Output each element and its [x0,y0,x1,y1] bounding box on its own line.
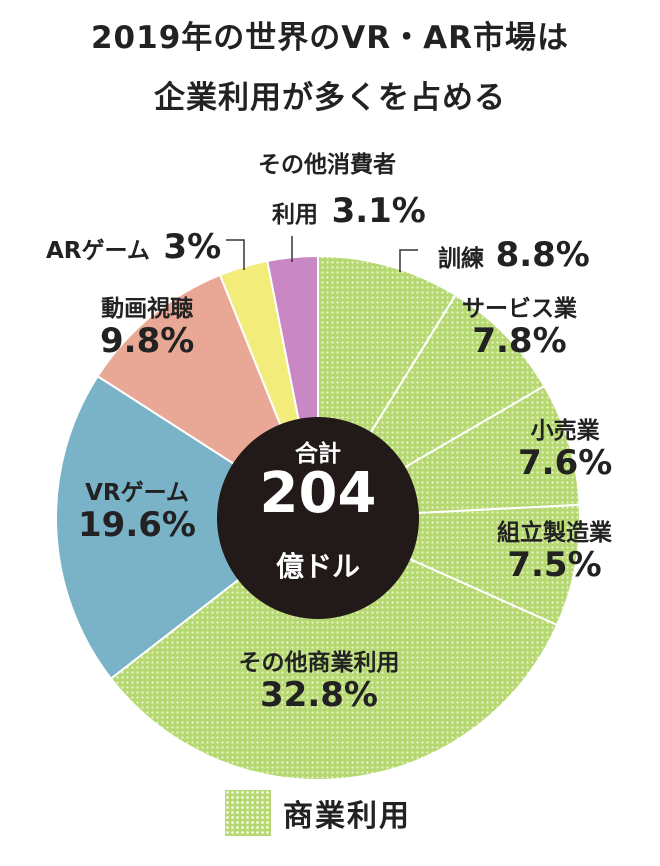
legend-swatch-commercial [225,790,271,836]
slice-vr-game [55,374,320,680]
label-retail-name: 小売業 [530,418,600,444]
center-total-value: 204 [259,461,377,526]
label-assembly-name: 組立製造業 [497,520,612,546]
label-ar-game-name: ARゲーム [46,238,150,264]
legend: 商業利用 [225,790,411,836]
leader-ar-game [226,239,245,270]
label-other-consumer-value: 3.1% [331,191,426,231]
label-training-value: 8.8% [495,235,590,275]
label-other-consumer-name1: その他消費者 [258,152,396,178]
label-service: サービス業 7.8% [462,296,577,362]
label-video-name: 動画視聴 [101,296,194,322]
legend-label-commercial: 商業利用 [283,799,411,834]
label-service-name: サービス業 [462,296,577,322]
label-other-consumer: その他消費者 [258,152,396,178]
leader-lines [226,236,418,272]
label-retail: 小売業 7.6% [518,418,612,484]
center-total-circle [217,417,419,619]
label-ar-game: ARゲーム 3% [46,227,222,267]
chart-title-line1: 2019年の世界のVR・AR市場は [90,20,569,56]
label-video-value: 9.8% [100,321,195,362]
label-other-commercial: その他商業利用 32.8% [226,650,412,716]
chart-title-line2: 企業利用が多くを占める [154,80,506,116]
label-training: 訓練 8.8% [438,235,590,275]
label-ar-game-value: 3% [163,227,222,267]
label-other-consumer-row2: 利用 3.1% [272,191,426,231]
label-other-commercial-name: その他商業利用 [238,650,400,676]
label-other-commercial-value: 32.8% [260,675,378,716]
label-assembly-value: 7.5% [507,545,602,586]
label-service-value: 7.8% [472,321,567,362]
label-training-name: 訓練 [438,246,484,272]
label-assembly: 組立製造業 7.5% [497,520,612,586]
label-vr-game-name: VRゲーム [85,480,189,506]
label-other-consumer-name2: 利用 [272,202,318,228]
center-total-label: 合計 [295,441,341,467]
label-retail-value: 7.6% [518,443,613,484]
label-vr-game: VRゲーム 19.6% [78,480,196,546]
label-video: 動画視聴 9.8% [100,296,194,362]
slice-other-commercial [109,516,559,781]
label-vr-game-value: 19.6% [78,505,196,546]
leader-training [399,249,418,272]
center-total-unit: 億ドル [275,550,360,583]
